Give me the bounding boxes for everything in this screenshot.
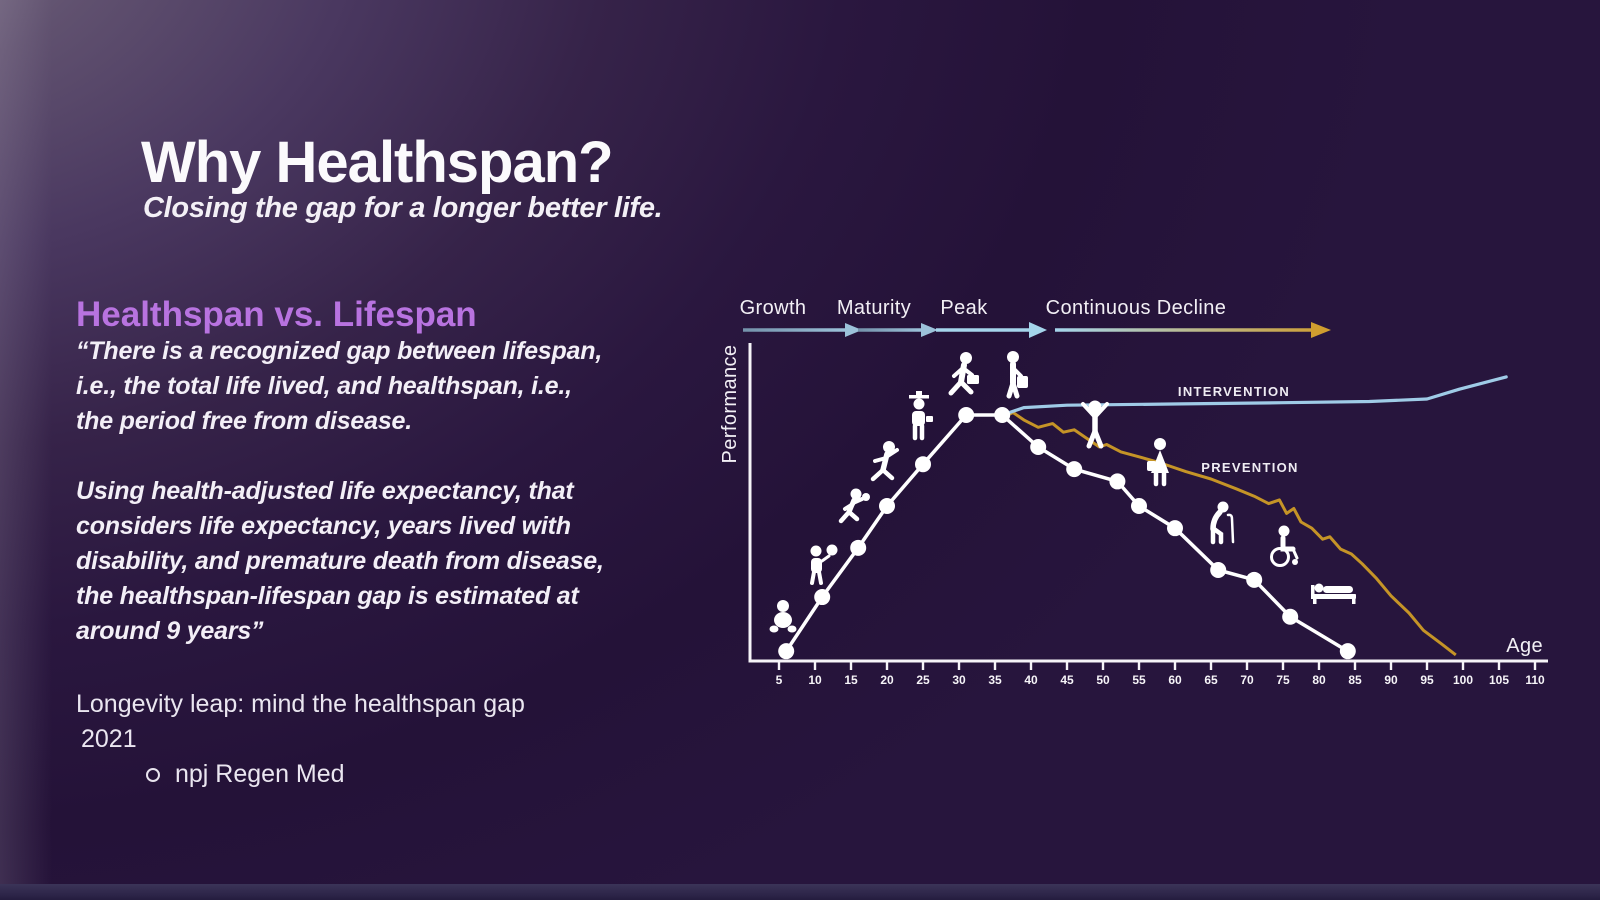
data-point-marker bbox=[1339, 643, 1356, 660]
hollow-circle-bullet-icon bbox=[146, 767, 160, 782]
data-point-marker bbox=[1282, 608, 1299, 625]
quote-line: considers life expectancy, years lived w… bbox=[76, 512, 571, 540]
x-tick-label: 50 bbox=[1096, 673, 1110, 687]
citation-journal: npj Regen Med bbox=[175, 760, 345, 788]
quote-paragraph-1: “There is a recognized gap between lifes… bbox=[76, 334, 602, 439]
prevention-label: PREVENTION bbox=[1201, 460, 1299, 475]
x-tick-label: 60 bbox=[1168, 673, 1182, 687]
intervention-curve bbox=[1000, 375, 1508, 417]
cane-elder-icon bbox=[1210, 501, 1235, 545]
y-axis-label: Performance bbox=[719, 345, 741, 464]
decline-arrowhead-icon bbox=[1311, 322, 1331, 338]
data-point-marker bbox=[1210, 561, 1227, 578]
data-point-marker bbox=[879, 498, 895, 515]
x-tick-label: 80 bbox=[1312, 673, 1326, 687]
data-point-marker bbox=[850, 539, 867, 556]
quote-line: i.e., the total life lived, and healthsp… bbox=[76, 372, 572, 400]
x-tick-label: 105 bbox=[1489, 673, 1509, 687]
x-tick-label: 10 bbox=[808, 673, 822, 687]
data-point-marker bbox=[814, 589, 831, 606]
x-tick-label: 55 bbox=[1132, 673, 1146, 687]
phase-arrows bbox=[743, 322, 1331, 338]
child-balloon-icon bbox=[810, 544, 838, 585]
bed-icon bbox=[1311, 583, 1356, 604]
graduate-icon bbox=[909, 391, 933, 441]
phase-label-peak: Peak bbox=[940, 297, 988, 319]
lifespan-chart: Growth Maturity Peak Continuous Decline … bbox=[719, 297, 1548, 687]
citation-source-row: npj Regen Med bbox=[146, 757, 525, 792]
data-point-marker bbox=[1167, 520, 1183, 537]
citation-block: Longevity leap: mind the healthspan gap … bbox=[76, 687, 525, 792]
intervention-label: INTERVENTION bbox=[1178, 384, 1290, 399]
prevention-line bbox=[1001, 411, 1457, 657]
x-tick-label: 30 bbox=[952, 673, 966, 687]
baby-icon bbox=[769, 600, 797, 633]
x-tick-label: 85 bbox=[1348, 673, 1362, 687]
phase-label-maturity: Maturity bbox=[837, 297, 911, 319]
x-tick-label: 15 bbox=[844, 673, 858, 687]
quote-line: the healthspan-lifespan gap is estimated… bbox=[76, 582, 579, 610]
x-tick-label: 25 bbox=[916, 673, 930, 687]
quote-line: the period free from disease. bbox=[76, 407, 412, 435]
growth-arrowhead-icon bbox=[845, 323, 862, 337]
section-heading: Healthspan vs. Lifespan bbox=[76, 295, 477, 335]
data-point-marker bbox=[1030, 438, 1047, 455]
maturity-arrowhead-icon bbox=[921, 323, 938, 337]
quote-line: around 9 years” bbox=[76, 617, 264, 645]
x-tick-label: 70 bbox=[1240, 673, 1254, 687]
slide-title: Why Healthspan? bbox=[141, 129, 614, 195]
peak-arrowhead-icon bbox=[1029, 322, 1047, 338]
slide-subtitle: Closing the gap for a longer better life… bbox=[143, 192, 663, 224]
citation-year: 2021 bbox=[81, 725, 137, 753]
data-point-marker bbox=[1131, 498, 1147, 515]
data-point-marker bbox=[778, 643, 795, 660]
data-point-marker bbox=[1066, 461, 1083, 478]
data-point-marker bbox=[994, 407, 1011, 423]
prevention-curve bbox=[1001, 411, 1457, 657]
shopping-adult-icon bbox=[1006, 351, 1028, 399]
phase-label-continuous-decline: Continuous Decline bbox=[1046, 297, 1227, 319]
data-point-marker bbox=[915, 456, 931, 473]
axes bbox=[748, 343, 1548, 663]
normal-aging-series bbox=[778, 407, 1356, 660]
data-point-marker bbox=[1246, 571, 1263, 588]
running-child-icon bbox=[838, 488, 870, 524]
x-axis-label: Age bbox=[1506, 635, 1543, 657]
quote-line: disability, and premature death from dis… bbox=[76, 547, 604, 575]
life-stage-icons bbox=[769, 351, 1356, 633]
x-tick-label: 95 bbox=[1420, 673, 1434, 687]
x-tick-label: 45 bbox=[1060, 673, 1074, 687]
x-tick-label: 5 bbox=[776, 673, 783, 687]
data-point-marker bbox=[1109, 473, 1126, 490]
x-tick-label: 20 bbox=[880, 673, 894, 687]
x-tick-label: 100 bbox=[1453, 673, 1473, 687]
quote-line: “There is a recognized gap between lifes… bbox=[76, 337, 603, 365]
x-tick-label: 35 bbox=[988, 673, 1002, 687]
x-tick-label: 75 bbox=[1276, 673, 1290, 687]
phase-label-growth: Growth bbox=[740, 297, 807, 319]
bottom-edge-strip bbox=[0, 884, 1600, 900]
quote-line: Using health-adjusted life expectancy, t… bbox=[76, 477, 574, 505]
celebrating-adult-icon bbox=[1081, 400, 1109, 449]
quote-paragraph-2: Using health-adjusted life expectancy, t… bbox=[76, 474, 604, 649]
intervention-line bbox=[1000, 375, 1508, 417]
x-tick-label: 90 bbox=[1384, 673, 1398, 687]
citation-title: Longevity leap: mind the healthspan gap bbox=[76, 690, 525, 718]
jumping-teen-icon bbox=[870, 441, 899, 482]
x-tick-label: 40 bbox=[1024, 673, 1038, 687]
wheelchair-icon bbox=[1270, 525, 1299, 567]
data-point-marker bbox=[958, 407, 975, 423]
x-tick-label: 110 bbox=[1525, 673, 1545, 687]
x-axis-ticks: 5 10 15 20 25 30 35 40 45 50 55 60 65 70 75 80 85 90 95 100… bbox=[776, 661, 1545, 687]
briefcase-adult-icon bbox=[948, 352, 979, 396]
handbag-woman-icon bbox=[1147, 438, 1169, 487]
x-tick-label: 65 bbox=[1204, 673, 1218, 687]
normal-aging-curve bbox=[784, 413, 1349, 653]
